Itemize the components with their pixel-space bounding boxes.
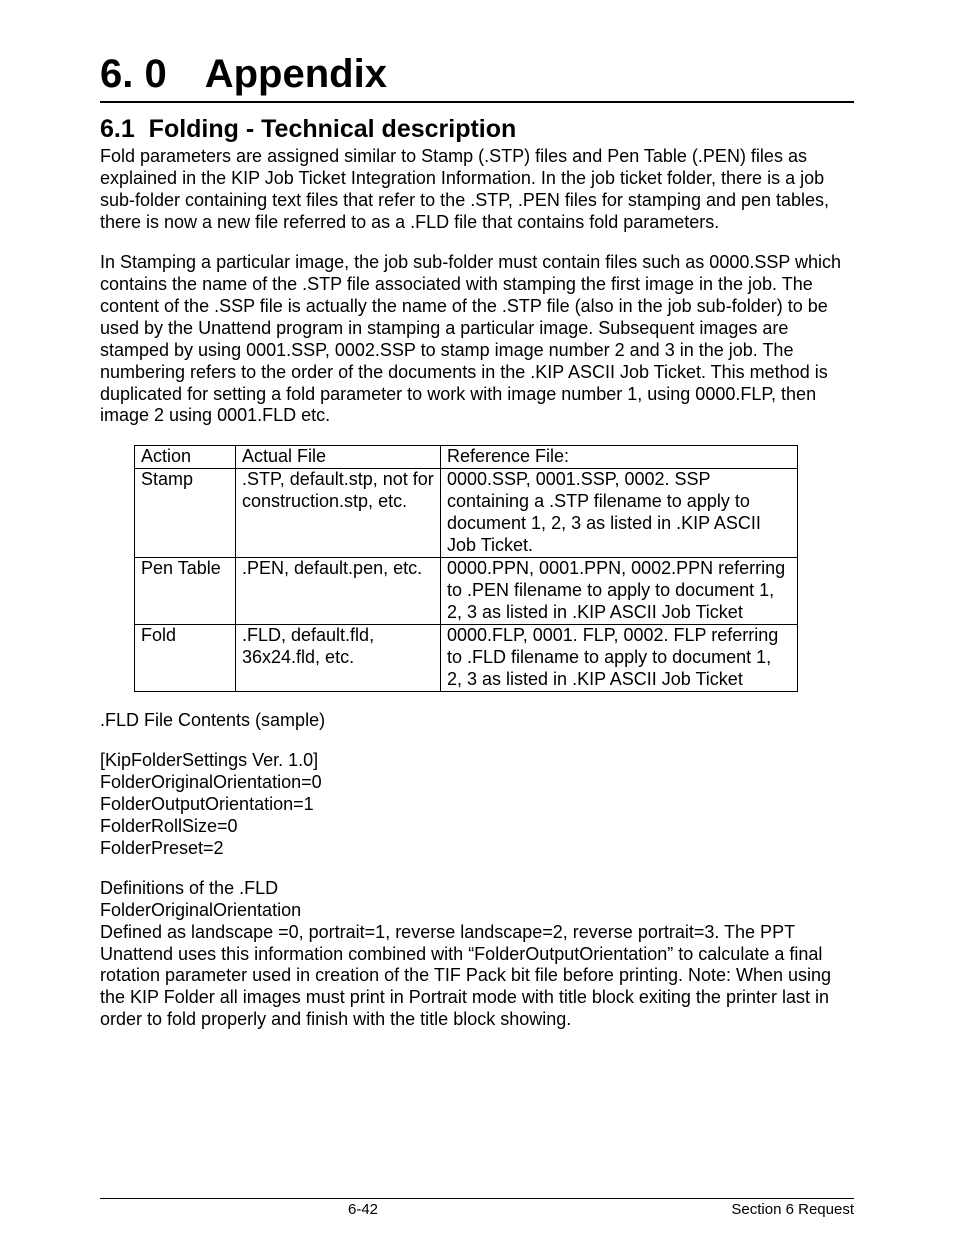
sample-line: FolderOutputOrientation=1 — [100, 794, 854, 816]
table-cell: 0000.PPN, 0001.PPN, 0002.PPN referring t… — [441, 558, 798, 625]
definitions-paragraph: Defined as landscape =0, portrait=1, rev… — [100, 922, 854, 1032]
paragraph-2: In Stamping a particular image, the job … — [100, 252, 854, 428]
table-cell: .STP, default.stp, not for construction.… — [236, 469, 441, 558]
table-header-row: Action Actual File Reference File: — [135, 446, 798, 469]
table-row: Fold .FLD, default.fld, 36x24.fld, etc. … — [135, 625, 798, 692]
page-footer: 6-42 Section 6 Request — [100, 1198, 854, 1201]
table-cell: Pen Table — [135, 558, 236, 625]
footer-page-number: 6-42 — [348, 1201, 378, 1218]
paragraph-1: Fold parameters are assigned similar to … — [100, 146, 854, 234]
table-cell: 0000.FLP, 0001. FLP, 0002. FLP referring… — [441, 625, 798, 692]
section-heading: 6.1 Folding - Technical description — [100, 115, 854, 144]
chapter-number: 6. 0 — [100, 52, 167, 97]
sample-line: FolderOriginalOrientation=0 — [100, 772, 854, 794]
section-title: Folding - Technical description — [149, 115, 517, 143]
table-cell: .PEN, default.pen, etc. — [236, 558, 441, 625]
file-table: Action Actual File Reference File: Stamp… — [134, 445, 798, 691]
sample-line: FolderRollSize=0 — [100, 816, 854, 838]
sample-heading: .FLD File Contents (sample) — [100, 710, 854, 732]
table-cell: Stamp — [135, 469, 236, 558]
sample-line: [KipFolderSettings Ver. 1.0] — [100, 750, 854, 772]
chapter-heading: 6. 0 Appendix — [100, 52, 854, 103]
table-header-actual: Actual File — [236, 446, 441, 469]
chapter-title: Appendix — [205, 52, 387, 96]
definitions-heading-1: Definitions of the .FLD — [100, 878, 854, 900]
footer-section: Section 6 Request — [731, 1201, 854, 1218]
table-header-reference: Reference File: — [441, 446, 798, 469]
sample-block: [KipFolderSettings Ver. 1.0] FolderOrigi… — [100, 750, 854, 860]
definitions-heading-2: FolderOriginalOrientation — [100, 900, 854, 922]
table-header-action: Action — [135, 446, 236, 469]
sample-line: FolderPreset=2 — [100, 838, 854, 860]
table-row: Pen Table .PEN, default.pen, etc. 0000.P… — [135, 558, 798, 625]
table-cell: Fold — [135, 625, 236, 692]
table-cell: 0000.SSP, 0001.SSP, 0002. SSP containing… — [441, 469, 798, 558]
table-row: Stamp .STP, default.stp, not for constru… — [135, 469, 798, 558]
table-cell: .FLD, default.fld, 36x24.fld, etc. — [236, 625, 441, 692]
section-number: 6.1 — [100, 115, 135, 143]
page: 6. 0 Appendix 6.1 Folding - Technical des… — [0, 0, 954, 1235]
